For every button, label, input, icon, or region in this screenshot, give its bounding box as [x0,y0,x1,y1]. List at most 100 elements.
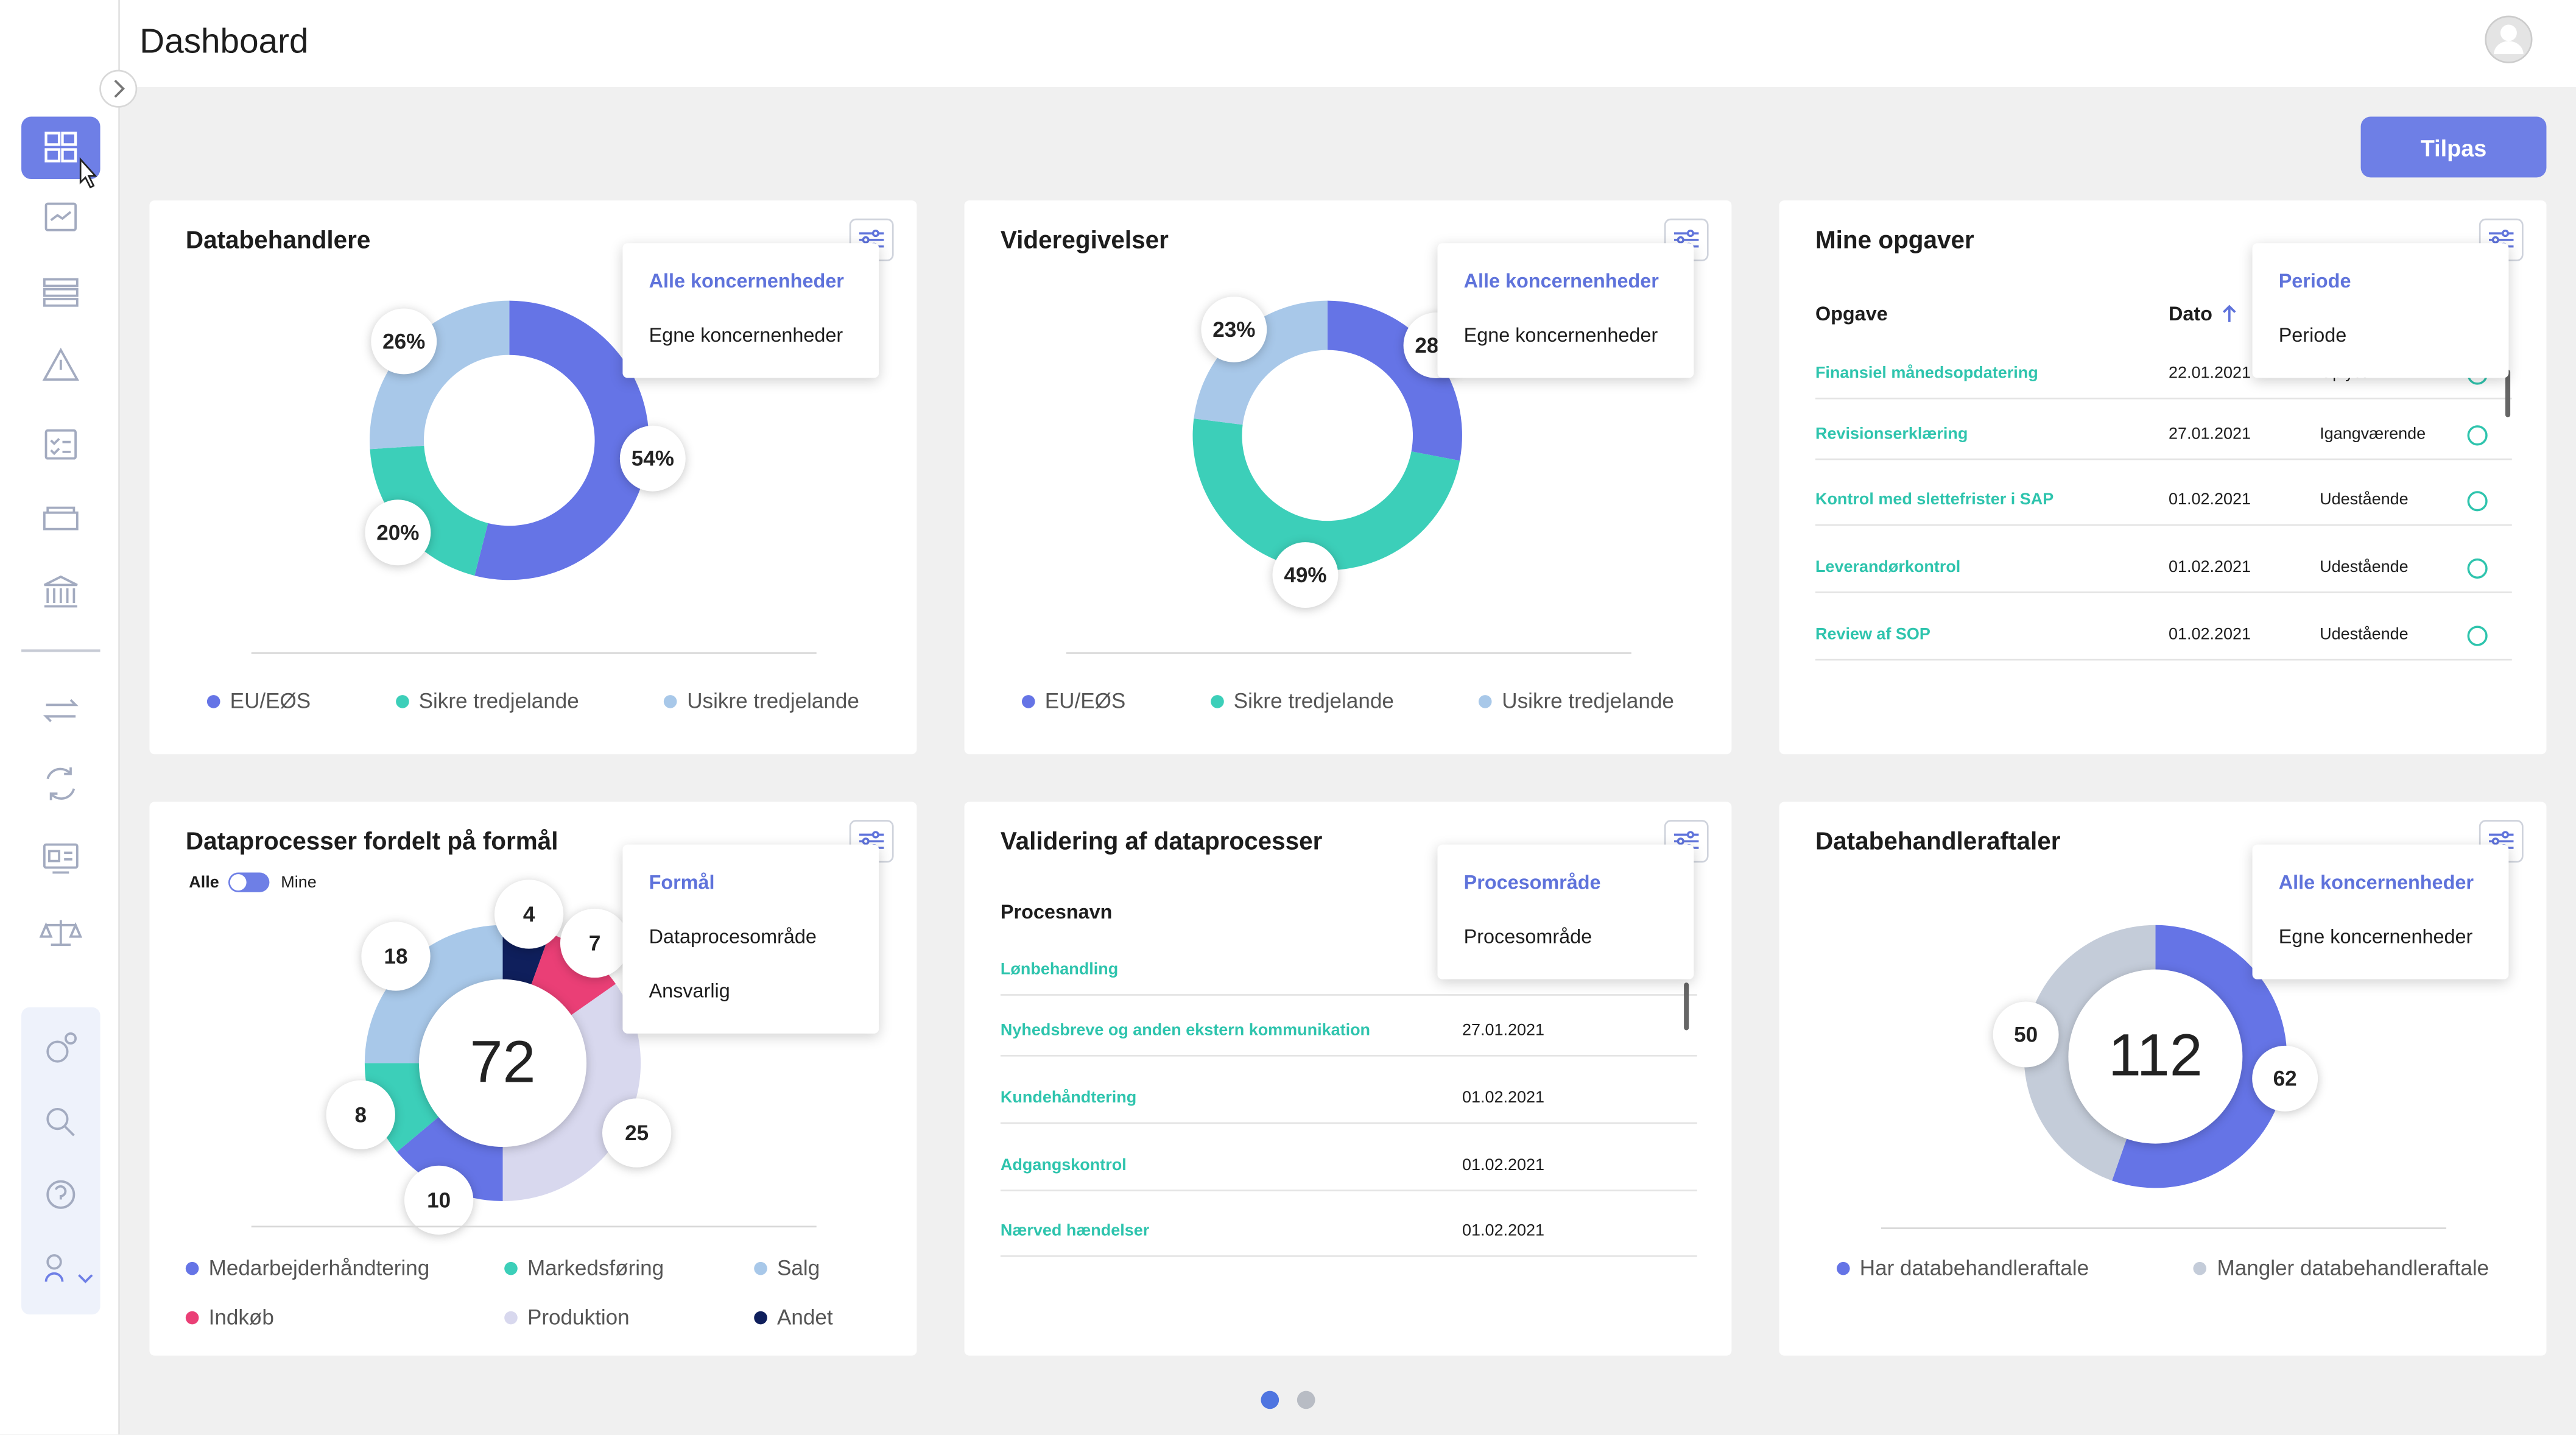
donut-center [418,979,587,1147]
row-link[interactable]: Finansiel månedsopdatering [1815,364,2038,383]
filter-option[interactable]: Procesområde [1463,870,1601,894]
nav-help[interactable] [46,1180,76,1209]
column-header: Procesnavn [1000,900,1113,924]
row-link[interactable]: Kundehåndtering [1000,1089,1137,1108]
customize-button[interactable]: Tilpas [2360,116,2547,178]
status-indicator[interactable] [2466,557,2489,580]
value-bubble [560,908,630,978]
filter-option[interactable]: Alle koncernenheder [2278,870,2474,894]
value-label: 4 [523,903,535,926]
card-title: Dataprocesser fordelt på formål [185,828,558,856]
row-link[interactable]: Leverandørkontrol [1815,559,1961,577]
legend-swatch [1837,1261,1850,1275]
nav-admin[interactable] [46,1254,62,1270]
value-label: 62 [2273,1067,2297,1091]
card: Validering af dataprocesser Procesnavn Løn… [964,802,1732,1356]
legend-label: Har databehandleraftale [1859,1255,2089,1280]
row-link[interactable]: Nærved hændelser [1000,1222,1150,1241]
page-dot[interactable] [1261,1391,1279,1409]
filter-option[interactable]: Ansvarlig [649,979,730,1003]
status-indicator[interactable] [2466,490,2489,513]
legend-label: Usikre tredjelande [687,688,859,713]
row-link[interactable]: Adgangskontrol [1000,1157,1127,1175]
nav-risk[interactable] [42,347,80,381]
toggle-label[interactable]: Mine [281,874,317,892]
row-link[interactable]: Nyhedsbreve og anden ekstern kommunikati… [1000,1021,1371,1040]
row-date: 22.01.2021 [2168,364,2251,383]
legend-label: Markedsføring [527,1255,664,1280]
sidebar [0,0,120,1435]
donut-segment [369,300,510,450]
filter-dropdown: Alle koncernenheder Egne koncernenheder [2252,844,2509,979]
nav-monitor[interactable] [43,843,79,869]
filter-option[interactable]: Periode [2278,323,2347,347]
legend-swatch [185,1261,199,1275]
donut-segment [364,925,503,1063]
nav-list[interactable] [43,278,79,307]
legend-swatch [206,694,220,708]
row-divider [1000,1190,1697,1191]
row-link[interactable]: Lønbehandling [1000,961,1119,979]
row-date: 01.02.2021 [1462,1157,1545,1175]
avatar[interactable] [2484,15,2533,64]
legend-label: Medarbejderhåndtering [208,1255,430,1280]
filter-option[interactable]: Procesområde [1463,925,1592,948]
top-bar [119,0,2576,87]
filter-option[interactable]: Alle koncernenheder [649,269,844,293]
donut-total: 72 [470,1028,535,1095]
legend-label: Mangler databehandleraftale [2217,1255,2490,1280]
row-date: 01.02.2021 [1462,1222,1545,1241]
row-divider [1815,658,2512,661]
filter-option[interactable]: Dataprocesområde [649,925,817,948]
card-title: Databehandleraftaler [1815,828,2061,856]
sort-arrow[interactable] [2221,304,2237,323]
donut-segment [2024,925,2156,1181]
toggle-label[interactable]: Alle [189,874,219,892]
nav-icons [21,116,100,1315]
legend-item: EU/EØS [206,688,311,713]
filter-option[interactable]: Egne koncernenheder [2278,925,2473,948]
donut-segment [530,933,616,1017]
column-header[interactable]: Dato [2168,302,2212,326]
nav-bank[interactable] [43,575,78,608]
page-title: Dashboard [139,23,309,61]
value-bubble [2252,1045,2318,1112]
row-status: Udestående [2320,559,2409,577]
filter-option[interactable]: Egne koncernenheder [649,323,843,347]
filter-option[interactable]: Egne koncernenheder [1463,323,1658,347]
page-dot[interactable] [1297,1391,1315,1409]
toggle-switch[interactable] [228,872,270,892]
collapse-toggle[interactable] [99,69,138,108]
nav-transfer[interactable] [43,699,79,722]
filter-option[interactable]: Periode [2278,269,2351,293]
nav-sync[interactable] [46,767,76,800]
row-link[interactable]: Review af SOP [1815,626,1930,644]
row-divider [1815,397,2512,400]
donut-total: 112 [2108,1022,2203,1088]
donut-chart: 54% 20% 26% [365,300,686,580]
nav-reports[interactable] [44,202,77,231]
legend-swatch [504,1261,518,1275]
legend-item: Usikre tredjelande [1479,688,1674,713]
nav-settings[interactable] [46,1040,69,1063]
nav-calendar[interactable] [44,429,77,460]
donut-chart: 28%49%23% [1192,296,1469,608]
nav-search[interactable] [46,1108,69,1130]
filter-option[interactable]: Formål [649,870,715,894]
legend-swatch [754,1310,767,1324]
row-link[interactable]: Kontrol med slettefrister i SAP [1815,491,2054,510]
status-indicator[interactable] [2466,624,2489,647]
legend-swatch [395,694,409,708]
divider [251,1225,817,1228]
nav-compliance[interactable] [39,920,83,947]
legend-item: Medarbejderhåndtering [185,1255,504,1280]
row-link[interactable]: Revisionserklæring [1815,425,1968,444]
filter-option[interactable]: Alle koncernenheder [1463,269,1659,293]
nav-storage[interactable] [43,506,79,531]
card: Databehandlere 54% 20% 26% EU/EØS Sikre tredj… [149,200,917,755]
value-bubble [1993,1001,2059,1068]
value-label: 7 [589,931,601,955]
value-label: 18 [384,945,407,968]
status-indicator[interactable] [2466,424,2489,447]
